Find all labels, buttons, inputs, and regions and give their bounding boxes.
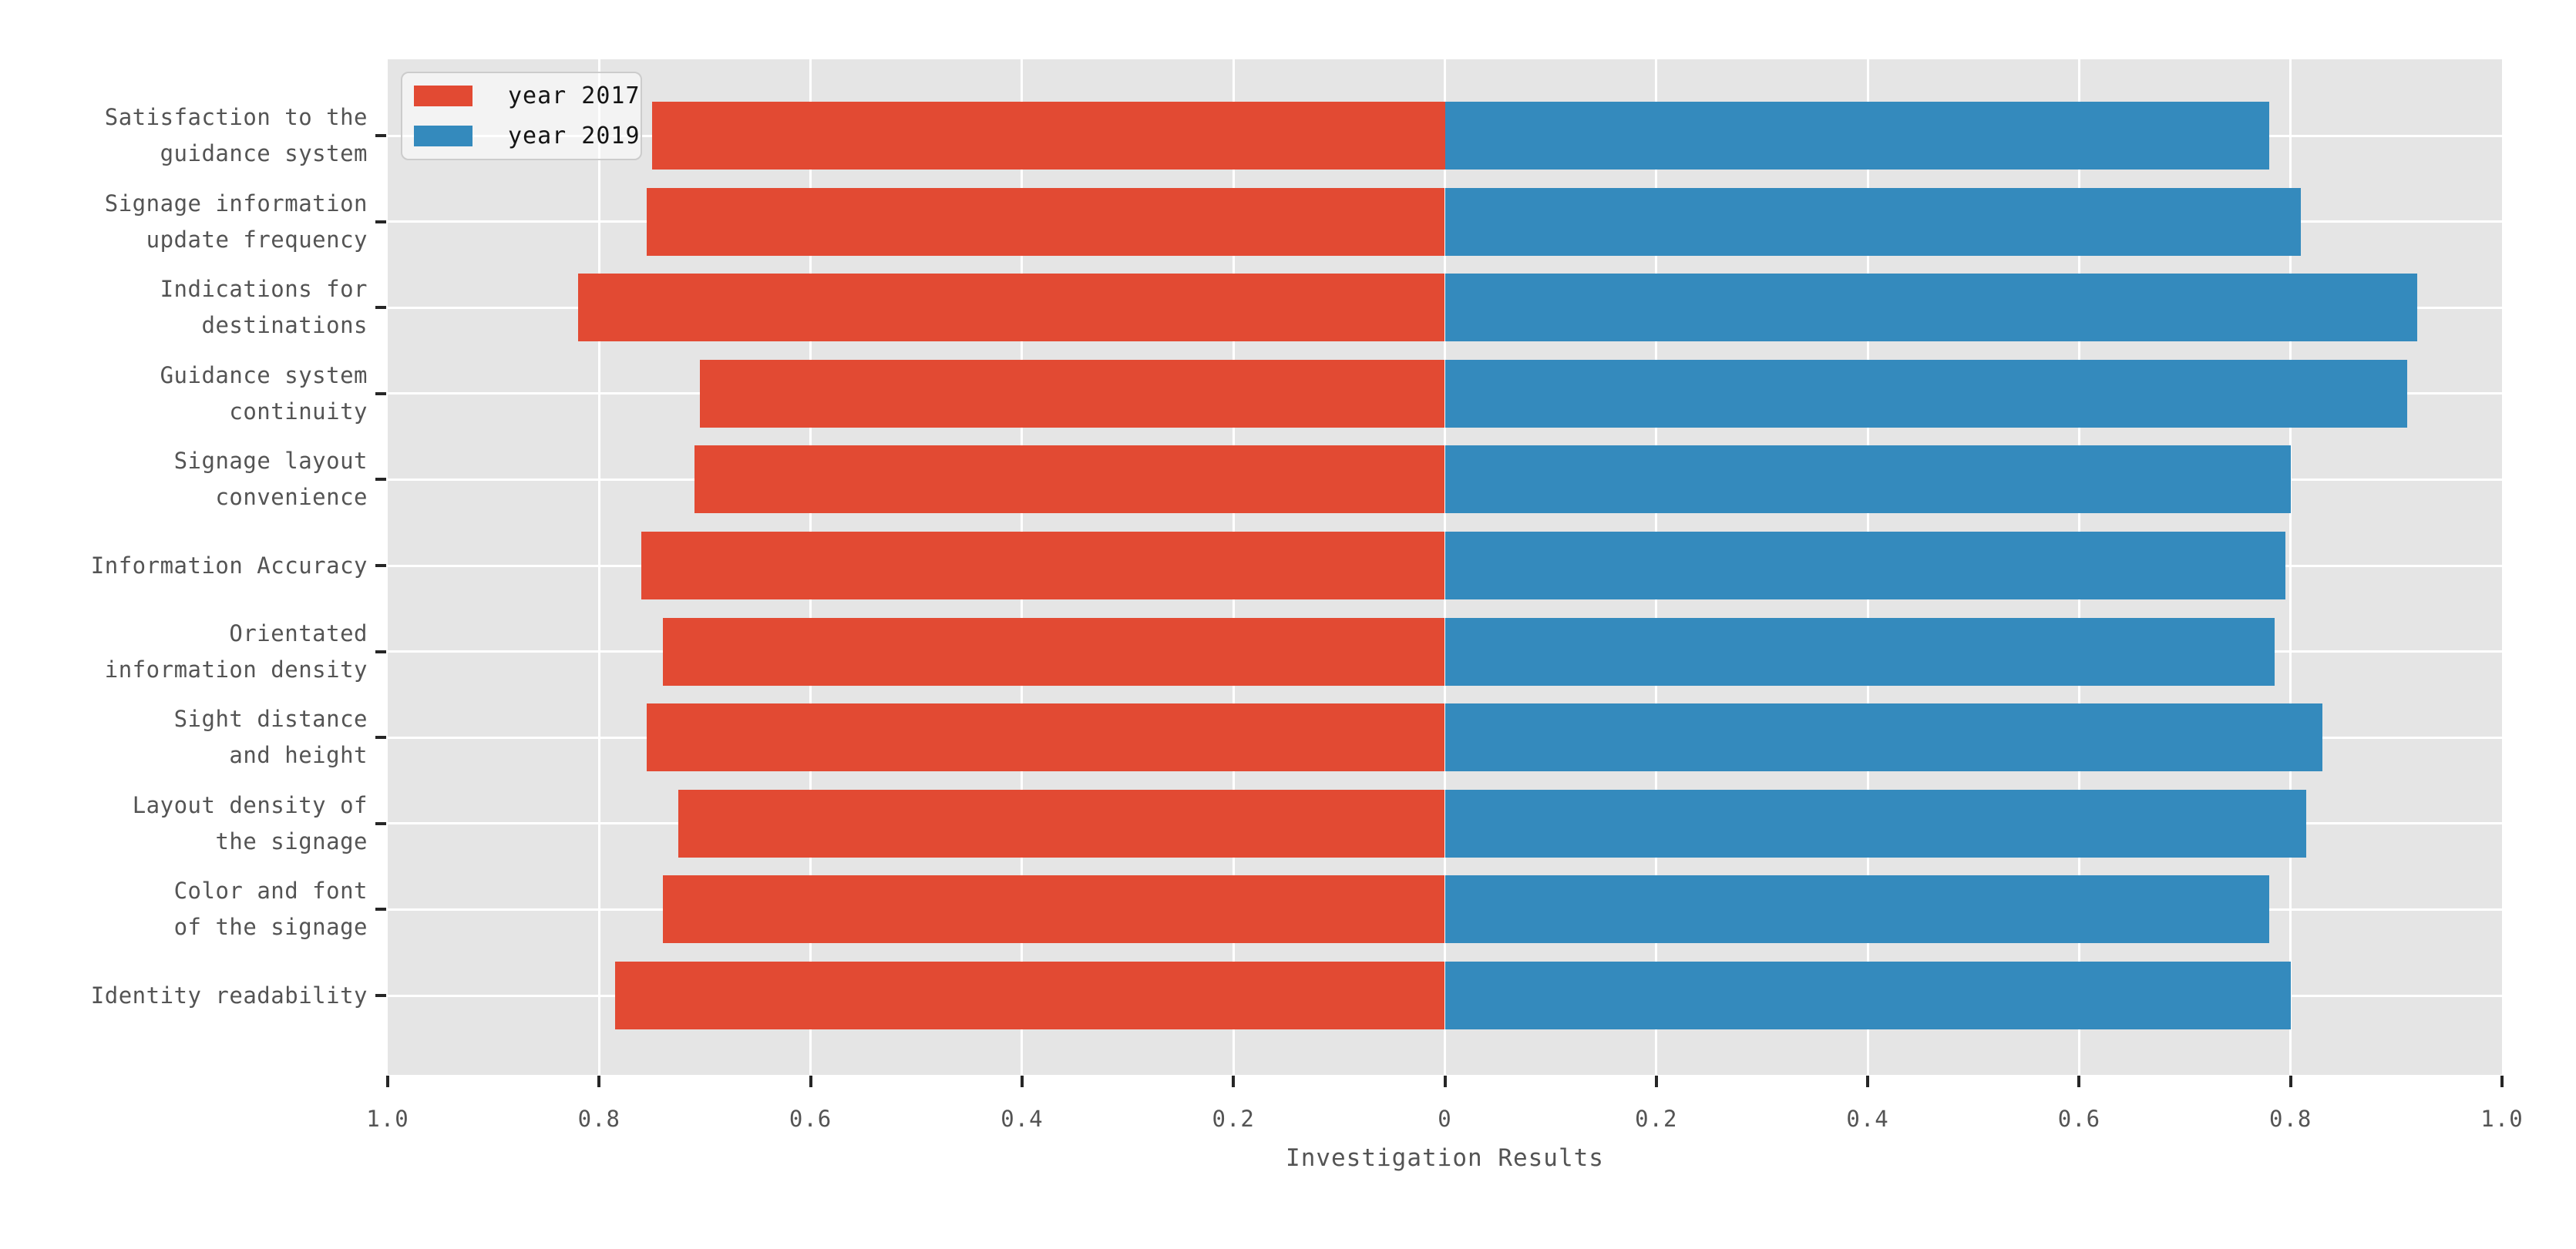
x-axis-title: Investigation Results (1286, 1144, 1604, 1172)
y-tick-mark (375, 908, 386, 912)
x-tick-mark (386, 1076, 389, 1087)
y-tick-mark (375, 564, 386, 567)
y-tick-mark (375, 134, 386, 137)
bar-year-2019-row-8 (1444, 703, 2322, 772)
bar-year-2017-row-8 (647, 703, 1445, 772)
bar-year-2019-row-11 (1444, 962, 2291, 1029)
bar-year-2017-row-6 (641, 532, 1445, 599)
legend: year 2017 year 2019 (401, 72, 642, 160)
bar-year-2017-row-11 (614, 962, 1445, 1029)
bar-year-2019-row-2 (1444, 187, 2302, 256)
bar-year-2017-row-2 (647, 187, 1445, 256)
bar-year-2017-row-4 (699, 359, 1445, 428)
legend-item-2019: year 2019 (414, 123, 641, 149)
bar-year-2017-row-10 (662, 875, 1445, 944)
x-gridline (597, 59, 600, 1075)
legend-swatch-2019 (414, 126, 472, 146)
bar-year-2019-row-9 (1444, 789, 2307, 858)
category-label-row-3: Indications for destinations (160, 276, 368, 339)
x-tick-label: 1.0 (2480, 1106, 2524, 1132)
y-tick-mark (375, 736, 386, 740)
x-tick-mark (597, 1076, 601, 1087)
y-tick-mark (375, 821, 386, 825)
x-tick-label: 0.2 (1635, 1106, 1678, 1132)
x-tick-mark (1020, 1076, 1024, 1087)
category-label-row-11: Identity readability (90, 982, 368, 1009)
x-tick-label: 0.8 (2268, 1106, 2312, 1132)
category-label-row-10: Color and font of the signage (173, 878, 368, 941)
bar-year-2017-row-5 (694, 445, 1445, 514)
y-tick-mark (375, 220, 386, 223)
y-tick-mark (375, 391, 386, 395)
x-tick-mark (809, 1076, 812, 1087)
bar-year-2019-row-7 (1444, 617, 2275, 686)
legend-label-2019: year 2019 (508, 123, 641, 149)
legend-item-2017: year 2017 (414, 82, 641, 109)
bar-year-2017-row-7 (662, 617, 1445, 686)
x-tick-label: 0.6 (2057, 1106, 2101, 1132)
bar-year-2019-row-10 (1444, 875, 2270, 944)
x-tick-label: 0.2 (1212, 1106, 1255, 1132)
x-tick-mark (1866, 1076, 1870, 1087)
x-tick-mark (2077, 1076, 2081, 1087)
x-tick-mark (1443, 1076, 1447, 1087)
bar-year-2019-row-1 (1444, 102, 2270, 170)
y-tick-mark (375, 994, 386, 997)
x-tick-label: 1.0 (366, 1106, 409, 1132)
bar-year-2019-row-6 (1444, 532, 2285, 599)
category-label-row-8: Sight distance and height (173, 706, 368, 769)
legend-label-2017: year 2017 (508, 82, 641, 109)
x-tick-label: 0.4 (1000, 1106, 1044, 1132)
x-gridline (2289, 59, 2292, 1075)
x-tick-label: 0.6 (789, 1106, 832, 1132)
bar-year-2017-row-9 (678, 789, 1445, 858)
x-tick-mark (1654, 1076, 1658, 1087)
category-label-row-1: Satisfaction to the guidance system (104, 104, 368, 166)
category-label-row-2: Signage information update frequency (104, 190, 368, 253)
y-tick-mark (375, 478, 386, 482)
x-tick-mark (1232, 1076, 1236, 1087)
x-tick-mark (2500, 1076, 2504, 1087)
y-tick-mark (375, 306, 386, 310)
category-label-row-4: Guidance system continuity (160, 361, 368, 425)
bar-year-2017-row-3 (577, 274, 1445, 342)
x-tick-label: 0 (1438, 1106, 1452, 1132)
x-tick-mark (2288, 1076, 2292, 1087)
legend-swatch-2017 (414, 86, 472, 106)
x-tick-label: 0.8 (577, 1106, 620, 1132)
bar-year-2019-row-3 (1444, 274, 2418, 342)
category-label-row-9: Layout density of the signage (132, 791, 368, 854)
bar-year-2019-row-4 (1444, 359, 2407, 428)
category-label-row-6: Information Accuracy (90, 552, 368, 579)
y-tick-mark (375, 650, 386, 653)
bar-year-2019-row-5 (1444, 445, 2291, 514)
category-label-row-7: Orientated information density (104, 619, 368, 683)
bar-year-2017-row-1 (651, 102, 1445, 170)
x-tick-label: 0.4 (1846, 1106, 1889, 1132)
category-label-row-5: Signage layout convenience (173, 448, 368, 511)
plot-area (388, 59, 2502, 1075)
